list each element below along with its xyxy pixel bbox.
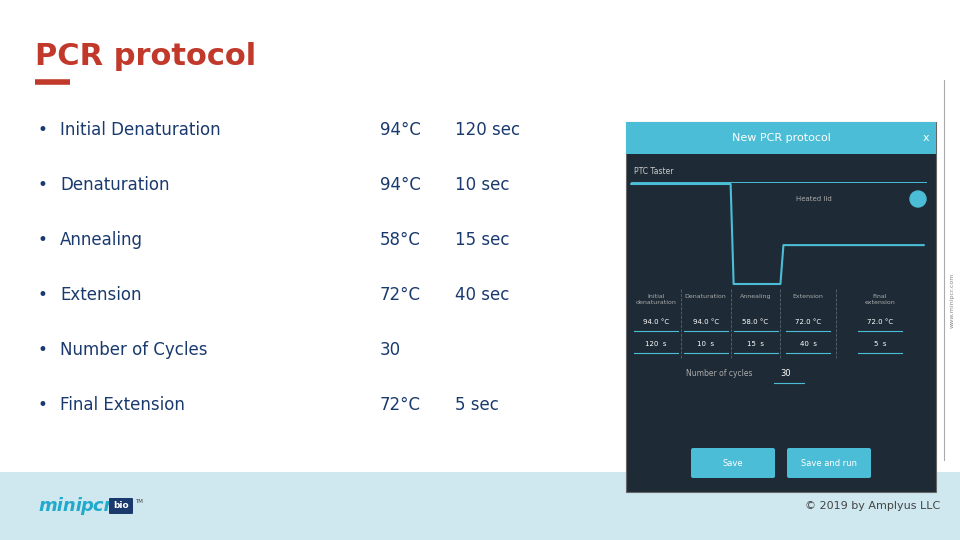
Text: Final
extension: Final extension — [865, 294, 896, 305]
Text: Final Extension: Final Extension — [60, 396, 185, 414]
FancyBboxPatch shape — [787, 448, 871, 478]
Bar — [0, 472, 960, 540]
Text: Number of cycles: Number of cycles — [686, 369, 753, 379]
Text: 58.0 °C: 58.0 °C — [742, 319, 769, 325]
Text: 5 sec: 5 sec — [455, 396, 499, 414]
Text: www.minipcr.com: www.minipcr.com — [949, 272, 954, 328]
Text: Extension: Extension — [60, 286, 141, 304]
Text: •: • — [38, 176, 48, 194]
Text: x: x — [923, 133, 929, 143]
Text: 72°C: 72°C — [380, 286, 421, 304]
Text: Annealing: Annealing — [740, 294, 771, 299]
Circle shape — [910, 191, 926, 207]
Text: 94.0 °C: 94.0 °C — [693, 319, 719, 325]
Text: 120  s: 120 s — [645, 341, 666, 347]
Text: Save and run: Save and run — [801, 458, 857, 468]
Text: 15 sec: 15 sec — [455, 231, 510, 249]
Text: •: • — [38, 286, 48, 304]
Text: 30: 30 — [380, 341, 401, 359]
Text: Save: Save — [723, 458, 743, 468]
Text: Initial
denaturation: Initial denaturation — [636, 294, 677, 305]
FancyBboxPatch shape — [691, 448, 775, 478]
Text: bio: bio — [113, 502, 129, 510]
Text: 94°C: 94°C — [380, 121, 420, 139]
Text: Annealing: Annealing — [60, 231, 143, 249]
Text: 30: 30 — [780, 369, 791, 379]
Text: Denaturation: Denaturation — [60, 176, 170, 194]
Bar — [626, 122, 936, 492]
Text: 40  s: 40 s — [800, 341, 817, 347]
Text: Initial Denaturation: Initial Denaturation — [60, 121, 221, 139]
Text: •: • — [38, 396, 48, 414]
Text: Heated lid: Heated lid — [797, 196, 832, 202]
Text: New PCR protocol: New PCR protocol — [732, 133, 830, 143]
Bar — [626, 122, 936, 154]
Text: Number of Cycles: Number of Cycles — [60, 341, 207, 359]
Text: 5  s: 5 s — [874, 341, 886, 347]
Text: 94°C: 94°C — [380, 176, 420, 194]
Text: •: • — [38, 231, 48, 249]
Text: 72°C: 72°C — [380, 396, 421, 414]
Text: PCR protocol: PCR protocol — [35, 42, 256, 71]
Text: mini: mini — [38, 497, 82, 515]
Text: 15  s: 15 s — [747, 341, 764, 347]
Text: 72.0 °C: 72.0 °C — [867, 319, 893, 325]
FancyBboxPatch shape — [109, 498, 133, 514]
Text: 120 sec: 120 sec — [455, 121, 520, 139]
Text: © 2019 by Amplyus LLC: © 2019 by Amplyus LLC — [804, 501, 940, 511]
Text: 10  s: 10 s — [697, 341, 714, 347]
Text: •: • — [38, 341, 48, 359]
Text: PTC Taster: PTC Taster — [634, 167, 674, 177]
Text: 94.0 °C: 94.0 °C — [643, 319, 669, 325]
Text: Denaturation: Denaturation — [684, 294, 727, 299]
Text: pcr: pcr — [80, 497, 112, 515]
Text: 58°C: 58°C — [380, 231, 420, 249]
Text: TM: TM — [135, 499, 143, 504]
Text: 40 sec: 40 sec — [455, 286, 510, 304]
Text: •: • — [38, 121, 48, 139]
Text: Extension: Extension — [793, 294, 824, 299]
Text: 72.0 °C: 72.0 °C — [795, 319, 822, 325]
Text: 10 sec: 10 sec — [455, 176, 510, 194]
